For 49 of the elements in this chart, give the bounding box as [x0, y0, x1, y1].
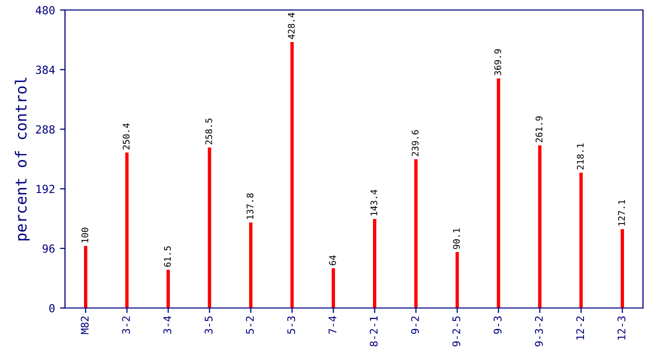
y-axis-title: percent of control: [14, 78, 30, 240]
y-tick-label: 0: [49, 304, 55, 312]
x-tick-label: M82: [80, 316, 89, 334]
data-label: 369.9: [494, 49, 502, 76]
y-tick-label: 384: [36, 66, 55, 74]
data-label: 127.1: [618, 200, 625, 226]
y-tick-label: 288: [36, 125, 55, 134]
x-tick-label: 12-2: [576, 316, 584, 340]
data-label: 239.6: [412, 130, 419, 156]
bar: [290, 42, 294, 308]
bar: [166, 270, 170, 308]
data-label: 218.1: [576, 144, 584, 170]
bar: [372, 218, 376, 308]
bar: [84, 246, 88, 308]
bar: [208, 148, 212, 308]
bar: [456, 252, 459, 308]
data-label: 258.5: [205, 118, 212, 144]
x-tick-label: 12-3: [618, 316, 626, 340]
x-tick-label: 5-2: [246, 316, 254, 334]
bar: [620, 229, 624, 308]
data-label: 90.1: [453, 228, 460, 250]
x-tick-label: 3-4: [163, 316, 172, 334]
bar: [579, 172, 583, 308]
bar: [332, 268, 336, 308]
bar: [538, 145, 542, 308]
data-label: 250.4: [122, 123, 130, 150]
x-tick-label: 3-2: [122, 316, 130, 334]
x-tick-label: 5-3: [287, 316, 296, 334]
data-label: 261.9: [536, 116, 542, 142]
x-tick-label: 3-5: [204, 316, 213, 334]
bar: [414, 159, 418, 308]
x-tick-label: 9-2-5: [452, 316, 460, 346]
x-tick-label: 9-2: [411, 316, 419, 334]
bar: [249, 222, 252, 308]
data-label: 137.8: [246, 193, 254, 219]
x-tick-label: 9-3-2: [534, 316, 543, 346]
bar: [496, 78, 500, 308]
x-tick-label: 9-3: [494, 316, 502, 334]
y-tick-label: 96: [42, 244, 55, 253]
data-label: 61.5: [164, 246, 171, 267]
data-label: 143.4: [370, 190, 378, 216]
data-label: 428.4: [288, 12, 295, 40]
data-label: 64: [329, 255, 336, 266]
bar: [125, 152, 129, 308]
x-tick-label: 7-4: [328, 316, 336, 334]
x-tick-label: 8-2-1: [370, 316, 378, 346]
data-label: 100: [81, 228, 88, 242]
y-tick-label: 480: [36, 6, 55, 14]
y-tick-label: 192: [36, 184, 54, 194]
